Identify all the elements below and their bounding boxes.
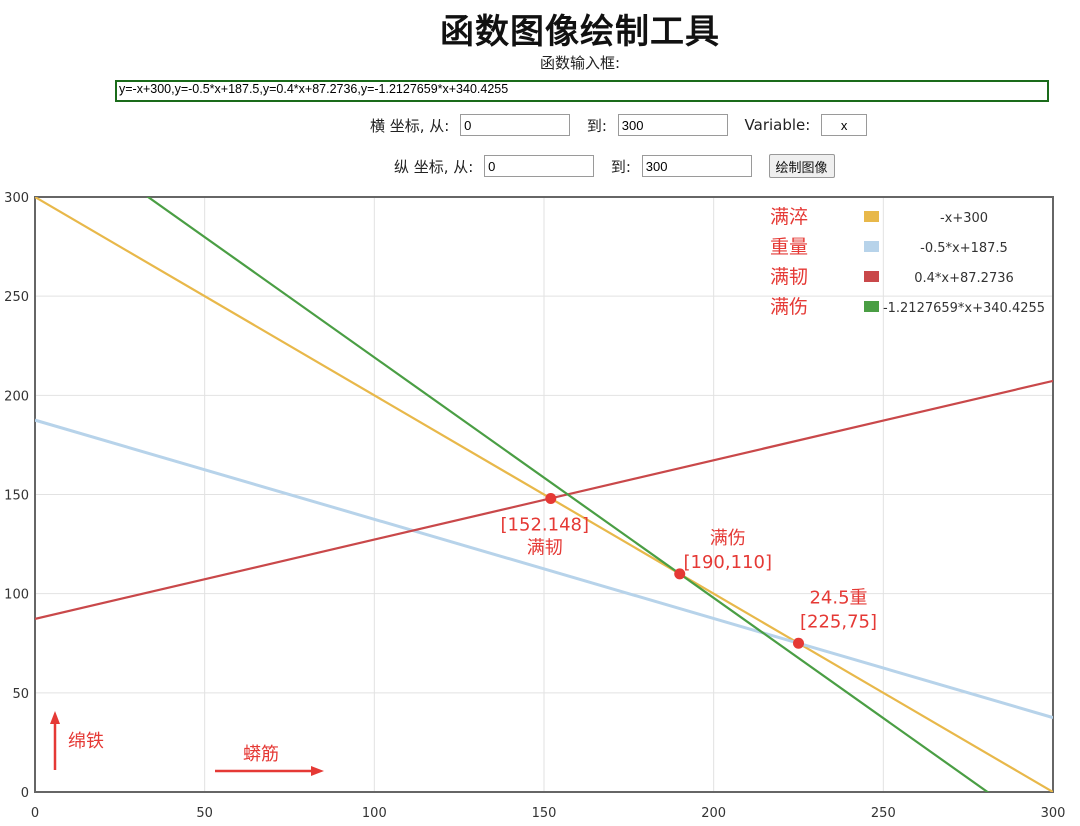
point-note-label: 满韧: [527, 537, 563, 558]
point-coordinate-label: [225,75]: [800, 611, 877, 632]
legend-swatch: [864, 241, 879, 252]
page-title: 函数图像绘制工具: [440, 12, 720, 52]
legend-swatch: [864, 211, 879, 222]
series-line: [35, 418, 1053, 720]
legend-annotation-label: 满伤: [770, 296, 808, 318]
annotation-right-label: 蟒筋: [243, 744, 279, 765]
point-coordinate-label: [190,110]: [683, 552, 771, 573]
y-tick-label: 150: [4, 489, 29, 504]
x-tick-label: 150: [532, 806, 557, 821]
legend-swatch: [864, 301, 879, 312]
intersection-point: [674, 568, 686, 580]
variable-input[interactable]: [821, 114, 868, 136]
right-arrow-head: [311, 766, 324, 776]
up-arrow-head: [50, 711, 60, 724]
legend-annotation-label: 重量: [770, 236, 808, 258]
point-note-label: 满伤: [710, 528, 746, 549]
y-to-input[interactable]: [641, 155, 752, 177]
annotation-up-label: 绵铁: [68, 731, 104, 752]
legend-label: -0.5*x+187.5: [920, 241, 1008, 256]
y-range-row: 纵 坐标, 从: 到: 绘制图像: [394, 154, 835, 178]
series-line: [35, 197, 1053, 792]
y-to-label: 到:: [610, 157, 631, 176]
variable-label: Variable:: [744, 116, 811, 134]
plot-frame: [34, 196, 1054, 793]
y-tick-label: 200: [4, 389, 29, 404]
y-axis-label: 纵 坐标, 从:: [394, 157, 474, 176]
x-tick-label: 0: [31, 806, 39, 821]
function-input-label: 函数输入框:: [539, 54, 621, 72]
legend-annotation-label: 满淬: [770, 206, 808, 228]
y-from-input[interactable]: [484, 155, 595, 177]
function-chart: 0 50 100 150 200 250 300 0 50 100 150 200 250 300 满淬 -x…: [4, 191, 1066, 821]
y-tick-label: 250: [4, 290, 29, 305]
x-from-input[interactable]: [460, 114, 571, 136]
x-tick-label: 200: [701, 806, 726, 821]
legend-swatch: [864, 271, 879, 282]
function-input[interactable]: y=-x+300,y=-0.5*x+187.5,y=0.4*x+87.2736,…: [115, 80, 1049, 102]
y-tick-label: 100: [4, 588, 29, 603]
series-line: [35, 379, 1053, 620]
x-range-row: 横 坐标, 从: 到: Variable:: [370, 114, 879, 136]
x-tick-label: 300: [1041, 806, 1066, 821]
legend-label: -1.2127659*x+340.4255: [883, 301, 1045, 316]
x-axis-label: 横 坐标, 从:: [370, 116, 450, 135]
intersection-point: [545, 492, 557, 504]
x-to-label: 到:: [586, 116, 607, 135]
y-tick-label: 0: [21, 786, 29, 801]
point-coordinate-label: [152.148]: [501, 514, 589, 535]
x-tick-label: 100: [362, 806, 387, 821]
point-note-label: 24.5重: [809, 587, 867, 608]
x-tick-label: 50: [196, 806, 213, 821]
legend-label: 0.4*x+87.2736: [914, 271, 1014, 286]
intersection-point: [793, 637, 804, 649]
draw-button[interactable]: 绘制图像: [768, 154, 835, 178]
y-tick-label: 300: [4, 191, 29, 206]
x-to-input[interactable]: [617, 114, 728, 136]
series-line: [146, 197, 990, 792]
x-tick-label: 250: [871, 806, 896, 821]
legend-label: -x+300: [940, 211, 988, 226]
y-tick-label: 50: [12, 687, 29, 702]
legend-annotation-label: 满韧: [770, 266, 808, 288]
